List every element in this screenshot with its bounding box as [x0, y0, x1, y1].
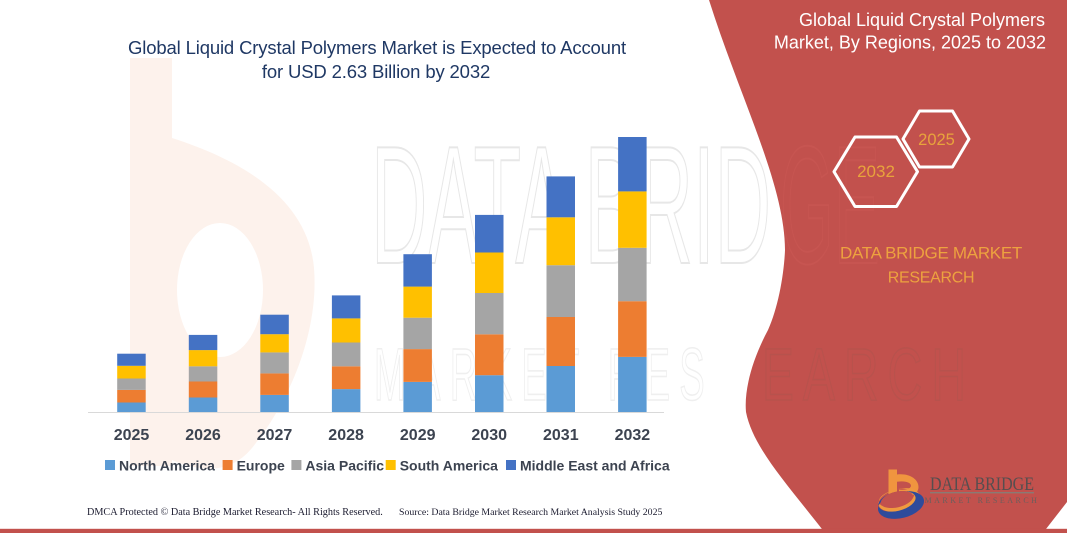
svg-text:RESEARCH: RESEARCH [888, 270, 975, 287]
svg-text:DATA BRIDGE MARKET: DATA BRIDGE MARKET [840, 244, 1022, 263]
svg-text:2025: 2025 [114, 427, 150, 444]
svg-text:2032: 2032 [615, 427, 651, 444]
svg-text:2026: 2026 [185, 427, 221, 444]
svg-text:2029: 2029 [400, 427, 436, 444]
svg-text:2028: 2028 [328, 427, 364, 444]
svg-text:Europe: Europe [237, 458, 285, 474]
svg-text:Source: Data Bridge Market Res: Source: Data Bridge Market Research Mark… [399, 507, 662, 518]
svg-text:MARKET RESEARCH: MARKET RESEARCH [925, 496, 1040, 505]
svg-text:DMCA Protected © Data Bridge M: DMCA Protected © Data Bridge Market Rese… [87, 507, 383, 518]
svg-text:2031: 2031 [543, 427, 579, 444]
svg-text:DATA BRIDGE: DATA BRIDGE [930, 473, 1034, 495]
svg-text:Asia Pacific: Asia Pacific [305, 458, 384, 474]
svg-text:2025: 2025 [918, 131, 955, 149]
svg-text:Global Liquid Crystal Polymers: Global Liquid Crystal Polymers [799, 10, 1045, 30]
svg-text:Middle East and Africa: Middle East and Africa [520, 458, 670, 474]
svg-text:for USD 2.63 Billion by 2032: for USD 2.63 Billion by 2032 [262, 61, 490, 82]
svg-text:2027: 2027 [257, 427, 293, 444]
svg-text:Global Liquid Crystal Polymers: Global Liquid Crystal Polymers Market is… [128, 37, 626, 58]
svg-text:South America: South America [400, 458, 498, 474]
svg-text:2032: 2032 [857, 162, 895, 181]
svg-text:EARCH: EARCH [762, 333, 975, 416]
svg-text:2030: 2030 [471, 427, 507, 444]
svg-text:North America: North America [119, 458, 215, 474]
svg-text:Market, By Regions, 2025 to 20: Market, By Regions, 2025 to 2032 [774, 33, 1046, 53]
